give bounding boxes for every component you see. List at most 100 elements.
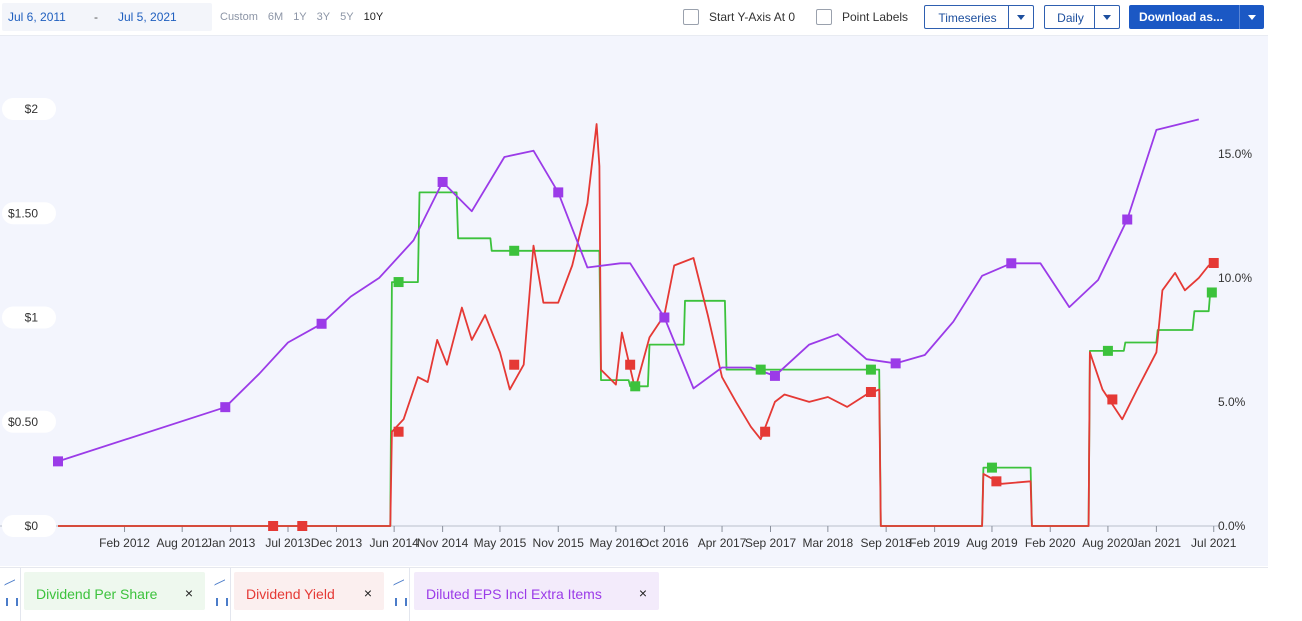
frequency-label: Daily: [1057, 11, 1084, 25]
x-tick-label: Sep 2018: [860, 536, 912, 550]
x-tick-label: Oct 2016: [640, 536, 689, 550]
date-separator: -: [94, 10, 98, 24]
data-point-marker: [755, 364, 766, 375]
date-range-picker[interactable]: Jul 6, 2011 - Jul 5, 2021: [2, 3, 212, 31]
x-tick-label: Jul 2021: [1191, 536, 1237, 550]
download-label: Download as...: [1139, 10, 1224, 24]
y2-tick-label: 10.0%: [1218, 271, 1252, 285]
data-point-marker: [625, 359, 636, 370]
data-point-marker: [1102, 345, 1113, 356]
y-tick-label-bg: [2, 515, 56, 537]
data-point-marker: [659, 312, 670, 323]
bar-chart-icon[interactable]: [216, 598, 228, 606]
series-type-toggle[interactable]: [210, 568, 231, 621]
data-point-marker: [509, 245, 520, 256]
data-point-marker: [865, 387, 876, 398]
data-point-marker: [53, 456, 63, 467]
plot-area: [0, 36, 1268, 566]
chart: $0 $0.50 $1 $1.50 $2 0.0% 5.0% 10.0% 15.0% Feb 20…: [0, 98, 1252, 550]
data-point-marker: [991, 476, 1002, 487]
data-point-marker: [553, 187, 564, 198]
series-line-dividend-yield: [58, 123, 1215, 527]
data-point-marker: [220, 402, 231, 413]
x-tick-label: Feb 2019: [909, 536, 960, 550]
point-labels-checkbox[interactable]: [816, 9, 832, 25]
start-y-axis-checkbox[interactable]: [683, 9, 699, 25]
start-y-axis-label: Start Y-Axis At 0: [709, 10, 796, 24]
data-point-marker: [437, 176, 448, 187]
download-button[interactable]: Download as...: [1129, 5, 1264, 29]
timeseries-dropdown[interactable]: Timeseries: [924, 5, 1034, 29]
x-tick-label: Apr 2017: [698, 536, 747, 550]
legend-bar: Dividend Per Share × Dividend Yield × Dilute…: [0, 567, 1268, 621]
legend-item[interactable]: Dividend Per Share ×: [24, 572, 205, 610]
y-tick-label: $0.50: [8, 415, 38, 429]
date-start[interactable]: Jul 6, 2011: [8, 10, 66, 24]
chevron-down-icon[interactable]: [1008, 6, 1033, 28]
y-tick-label-bg: [2, 306, 56, 329]
x-tick-label: Feb 2012: [99, 536, 150, 550]
close-icon[interactable]: ×: [184, 585, 193, 601]
range-button-3y[interactable]: 3Y: [316, 11, 331, 23]
data-point-marker: [297, 521, 308, 531]
chevron-down-icon[interactable]: [1094, 6, 1119, 28]
y2-tick-label: 0.0%: [1218, 519, 1246, 533]
data-point-marker: [865, 364, 876, 375]
data-point-marker: [760, 426, 771, 437]
y2-tick-label: 15.0%: [1218, 147, 1252, 161]
y-tick-label: $2: [25, 102, 39, 116]
data-point-marker: [1206, 287, 1217, 298]
data-point-marker: [890, 358, 901, 369]
range-button-10y[interactable]: 10Y: [363, 11, 384, 23]
bar-chart-icon[interactable]: [395, 598, 407, 606]
bar-chart-icon[interactable]: [6, 598, 18, 606]
x-tick-label: Mar 2018: [803, 536, 854, 550]
x-tick-label: Jun 2014: [369, 536, 419, 550]
data-point-marker: [393, 277, 404, 288]
y-tick-label: $1.50: [8, 206, 38, 220]
range-button-5y[interactable]: 5Y: [340, 11, 354, 23]
line-chart-icon[interactable]: [4, 573, 15, 586]
x-tick-label: Sep 2017: [745, 536, 797, 550]
x-tick-label: Nov 2015: [533, 536, 585, 550]
range-button-6m[interactable]: 6M: [267, 11, 284, 23]
data-point-marker: [1208, 257, 1219, 268]
data-point-marker: [986, 462, 997, 473]
legend-label: Dividend Per Share: [36, 586, 158, 602]
data-point-marker: [393, 426, 404, 437]
y-tick-label-bg: [2, 98, 56, 120]
legend-label: Dividend Yield: [246, 586, 335, 602]
y-tick-label: $0: [25, 519, 39, 533]
point-labels-label: Point Labels: [842, 10, 909, 24]
y-tick-label-bg: [2, 410, 56, 433]
data-point-marker: [1107, 394, 1118, 405]
series-type-toggle[interactable]: [389, 568, 410, 621]
line-chart-icon[interactable]: [214, 573, 225, 586]
x-tick-label: May 2015: [474, 536, 527, 550]
frequency-dropdown[interactable]: Daily: [1044, 5, 1120, 29]
y-tick-label-bg: [2, 202, 56, 225]
x-tick-label: Aug 2012: [156, 536, 208, 550]
y-tick-label: $1: [25, 311, 39, 325]
data-point-marker: [630, 381, 641, 392]
legend-item[interactable]: Dividend Yield ×: [234, 572, 384, 610]
toolbar: Jul 6, 2011 - Jul 5, 2021 Custom 6M 1Y 3Y 5Y…: [0, 0, 1268, 36]
line-chart-icon[interactable]: [393, 573, 404, 586]
range-button-custom[interactable]: Custom: [220, 11, 258, 23]
x-tick-label: Feb 2020: [1025, 536, 1076, 550]
chevron-down-icon[interactable]: [1239, 5, 1264, 29]
x-tick-label: Nov 2014: [417, 536, 469, 550]
data-point-marker: [509, 359, 520, 370]
series-type-toggle[interactable]: [0, 568, 21, 621]
x-tick-label: May 2016: [590, 536, 643, 550]
data-point-marker: [1122, 214, 1133, 225]
close-icon[interactable]: ×: [638, 585, 647, 601]
series-line-dividend-per-share: [58, 191, 1212, 527]
range-button-1y[interactable]: 1Y: [293, 11, 307, 23]
date-end[interactable]: Jul 5, 2021: [118, 10, 177, 24]
timeseries-label: Timeseries: [938, 11, 997, 25]
close-icon[interactable]: ×: [363, 585, 372, 601]
range-buttons: Custom 6M 1Y 3Y 5Y 10Y: [220, 11, 393, 23]
x-tick-label: Aug 2019: [966, 536, 1018, 550]
legend-item[interactable]: Diluted EPS Incl Extra Items ×: [414, 572, 659, 610]
